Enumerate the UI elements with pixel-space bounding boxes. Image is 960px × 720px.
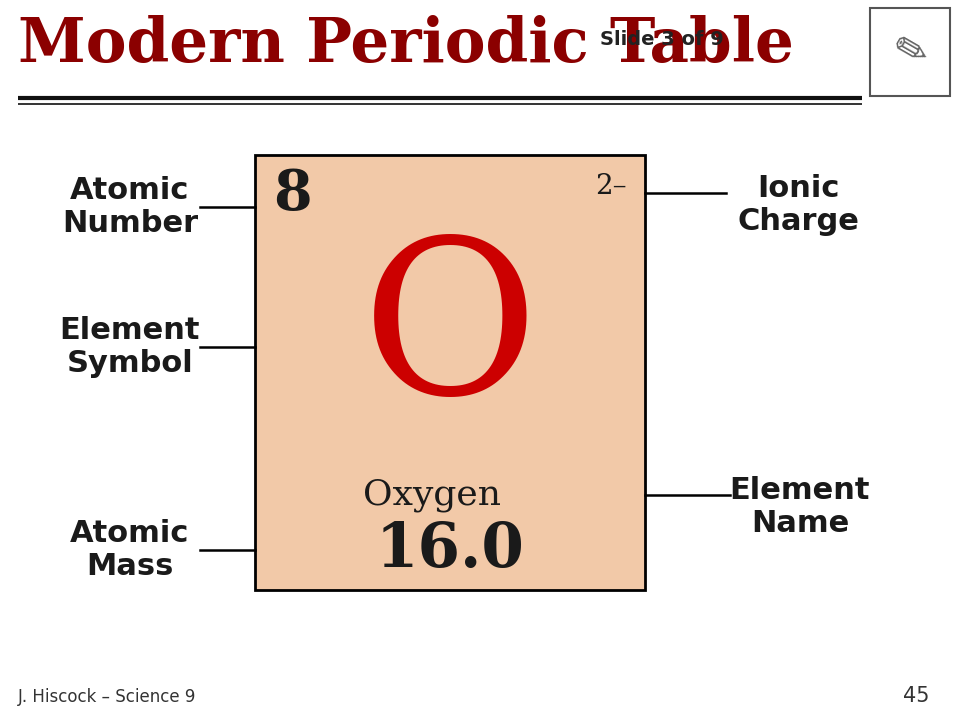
Text: ✏: ✏ [884,25,936,79]
Bar [255,155,645,590]
Text: Element
Symbol: Element Symbol [60,315,201,378]
Text: Modern Periodic Table: Modern Periodic Table [18,15,794,75]
Text: 45: 45 [903,686,930,706]
Text: Ionic
Charge: Ionic Charge [737,174,859,236]
Text: Element
Name: Element Name [730,476,871,539]
Text: 2–: 2– [595,173,627,200]
Text: Oxygen: Oxygen [363,478,501,512]
Text: J. Hiscock – Science 9: J. Hiscock – Science 9 [18,688,197,706]
Bar [870,8,950,96]
Text: Atomic
Mass: Atomic Mass [70,518,190,581]
Text: 16.0: 16.0 [375,520,524,580]
Text: 8: 8 [273,167,312,222]
Text: Slide 3 of 9: Slide 3 of 9 [600,30,724,49]
Text: Atomic
Number: Atomic Number [62,176,198,238]
Text: O: O [362,230,539,439]
